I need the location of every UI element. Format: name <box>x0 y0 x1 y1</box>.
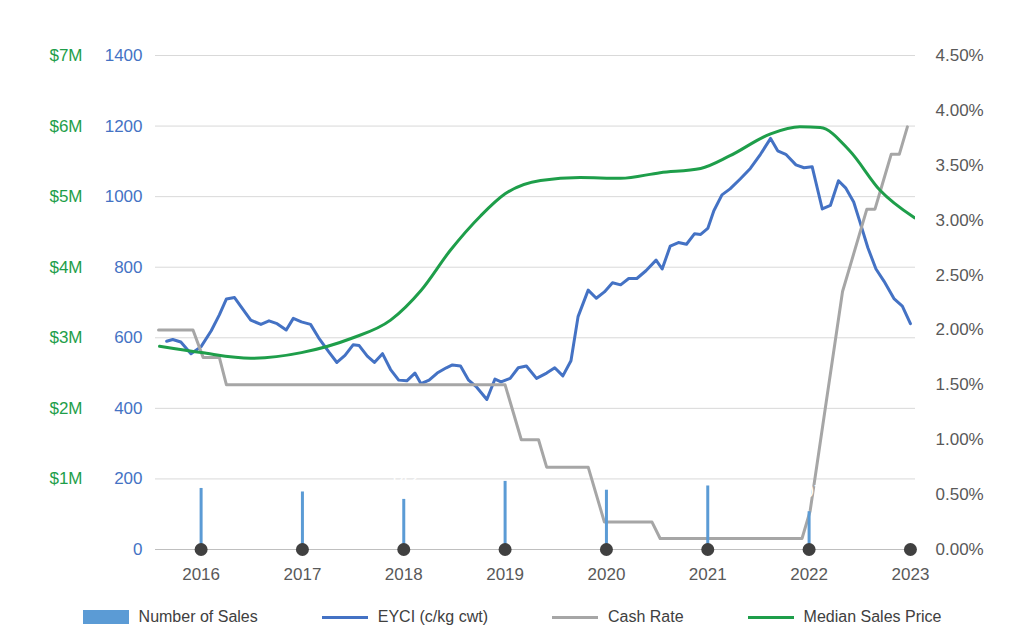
svg-text:$3M: $3M <box>49 328 82 347</box>
svg-text:$1M: $1M <box>49 469 82 488</box>
html-text:Cash Rate: Cash Rate <box>608 608 684 625</box>
svg-text:1400: 1400 <box>105 46 143 65</box>
svg-text:400: 400 <box>114 399 142 418</box>
svg-text:4.50%: 4.50% <box>936 46 984 65</box>
svg-text:$2M: $2M <box>49 399 82 418</box>
svg-text:$6M: $6M <box>49 117 82 136</box>
svg-text:173: 173 <box>187 459 215 478</box>
svg-text:9: 9 <box>906 517 915 536</box>
svg-text:200: 200 <box>114 469 142 488</box>
svg-text:2023: 2023 <box>892 565 930 584</box>
svg-text:1200: 1200 <box>105 117 143 136</box>
svg-text:142: 142 <box>390 470 418 489</box>
svg-text:0: 0 <box>133 540 142 559</box>
svg-text:0.00%: 0.00% <box>936 540 984 559</box>
svg-text:1000: 1000 <box>105 187 143 206</box>
svg-text:0.50%: 0.50% <box>936 485 984 504</box>
svg-text:163: 163 <box>288 462 316 481</box>
svg-text:800: 800 <box>114 258 142 277</box>
svg-text:2019: 2019 <box>486 565 524 584</box>
svg-text:3.50%: 3.50% <box>936 156 984 175</box>
svg-text:168: 168 <box>592 461 620 480</box>
svg-text:4.00%: 4.00% <box>936 101 984 120</box>
svg-text:2016: 2016 <box>182 565 220 584</box>
svg-text:2020: 2020 <box>588 565 626 584</box>
svg-text:2.00%: 2.00% <box>936 320 984 339</box>
svg-text:3.00%: 3.00% <box>936 211 984 230</box>
svg-text:1.00%: 1.00% <box>936 430 984 449</box>
svg-text:1.50%: 1.50% <box>936 375 984 394</box>
svg-text:$4M: $4M <box>49 258 82 277</box>
svg-text:$5M: $5M <box>49 187 82 206</box>
svg-text:107: 107 <box>795 482 823 501</box>
svg-text:600: 600 <box>114 328 142 347</box>
svg-text:2017: 2017 <box>284 565 322 584</box>
html-text:Median Sales Price: Median Sales Price <box>803 608 942 625</box>
html-text:Number of Sales: Number of Sales <box>138 608 258 625</box>
svg-text:2018: 2018 <box>385 565 423 584</box>
svg-text:2021: 2021 <box>689 565 727 584</box>
svg-text:193: 193 <box>491 452 519 471</box>
svg-text:2022: 2022 <box>790 565 828 584</box>
html-text:EYCI (c/kg cwt): EYCI (c/kg cwt) <box>377 608 488 625</box>
svg-text:180: 180 <box>694 456 722 475</box>
svg-text:2.50%: 2.50% <box>936 265 984 284</box>
svg-text:$7M: $7M <box>49 46 82 65</box>
